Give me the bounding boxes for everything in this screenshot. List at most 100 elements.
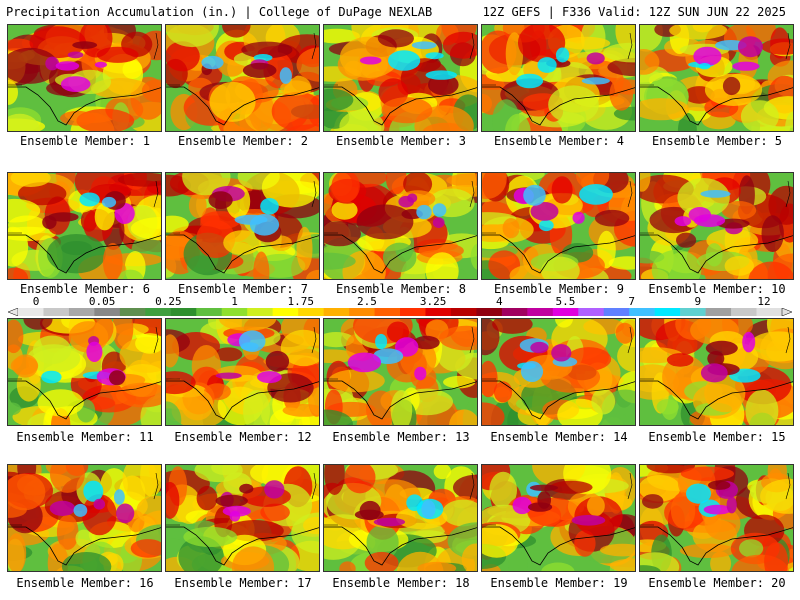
- precip-map: [324, 25, 477, 131]
- ensemble-panel: [323, 24, 478, 132]
- colorbar-cell: [552, 308, 579, 316]
- colorbar-tick-label: 1.75: [287, 295, 314, 308]
- coastline: [166, 380, 319, 420]
- colorbar-cell: [196, 308, 223, 316]
- colorbar-min-arrow: [8, 308, 19, 316]
- colorbar-cell: [705, 308, 732, 316]
- ensemble-member-label: Ensemble Member: 3: [335, 134, 467, 148]
- colorbar-cell: [68, 308, 95, 316]
- colorbar-cell: [18, 308, 44, 316]
- colorbar-tick-label: 1: [231, 295, 238, 308]
- colorbar-max-arrow: [781, 308, 792, 316]
- colorbar-tick-labels: 0 0.05 0.25 1 1.75 2.5 3.25 4 5.5 7 9 12: [8, 296, 792, 308]
- header: Precipitation Accumulation (in.) | Colle…: [0, 0, 800, 24]
- state-border: [640, 32, 791, 86]
- ensemble-member-label: Ensemble Member: 13: [332, 430, 470, 444]
- coastline: [8, 234, 161, 274]
- colorbar-cell: [247, 308, 273, 316]
- precip-map: [166, 319, 319, 425]
- ensemble-panel: [481, 318, 636, 426]
- state-border: [166, 32, 317, 86]
- precip-map: [482, 25, 635, 131]
- ensemble-panel: [165, 464, 320, 572]
- colorbar-cell: [654, 308, 681, 316]
- precip-map: [324, 465, 477, 571]
- precip-map: [482, 465, 635, 571]
- valid-time-title: 12Z GEFS | F336 Valid: 12Z SUN JUN 22 20…: [482, 5, 786, 19]
- ensemble-panel: [7, 464, 162, 572]
- state-border: [482, 326, 633, 380]
- coastline: [8, 526, 161, 566]
- coastline: [166, 234, 319, 274]
- state-border: [640, 472, 791, 526]
- colorbar-cell: [450, 308, 477, 316]
- state-border: [324, 32, 475, 86]
- precip-map: [166, 173, 319, 279]
- ensemble-panel: [481, 24, 636, 132]
- colorbar: 0 0.05 0.25 1 1.75 2.5 3.25 4 5.5 7 9 12: [8, 296, 792, 320]
- colorbar-cell: [578, 308, 605, 316]
- precip-map: [640, 465, 793, 571]
- colorbar-cell: [170, 308, 197, 316]
- state-border: [166, 472, 317, 526]
- ensemble-member-label: Ensemble Member: 6: [19, 282, 151, 296]
- coastline: [482, 526, 635, 566]
- coastline: [640, 86, 793, 126]
- ensemble-member-label: Ensemble Member: 4: [493, 134, 625, 148]
- precip-map: [324, 319, 477, 425]
- state-border: [8, 32, 159, 86]
- colorbar-tick-label: 3.25: [419, 295, 447, 308]
- coastline: [324, 526, 477, 566]
- ensemble-panel: [165, 172, 320, 280]
- ensemble-panel: [323, 464, 478, 572]
- colorbar-cell: [680, 308, 706, 316]
- ensemble-member-label: Ensemble Member: 8: [335, 282, 467, 296]
- precip-map: [640, 319, 793, 425]
- state-border: [8, 180, 159, 234]
- state-border: [324, 180, 475, 234]
- ensemble-panel: [7, 172, 162, 280]
- coastline: [324, 380, 477, 420]
- state-border: [166, 326, 317, 380]
- colorbar-cell: [374, 308, 401, 316]
- colorbar-cell: [43, 308, 70, 316]
- precip-map: [640, 25, 793, 131]
- state-border: [482, 32, 633, 86]
- state-border: [324, 472, 475, 526]
- colorbar-cell: [94, 308, 121, 316]
- colorbar-cell: [629, 308, 655, 316]
- ensemble-member-label: Ensemble Member: 20: [648, 576, 786, 590]
- colorbar-cell: [400, 308, 426, 316]
- ensemble-panel: [7, 318, 162, 426]
- colorbar-cell: [145, 308, 172, 316]
- ensemble-panel: [165, 24, 320, 132]
- precip-map: [640, 173, 793, 279]
- colorbar-cell: [476, 308, 503, 316]
- coastline: [324, 86, 477, 126]
- colorbar-tick-label: 4: [495, 295, 503, 308]
- precip-map: [8, 173, 161, 279]
- product-title: Precipitation Accumulation (in.) | Colle…: [6, 5, 433, 19]
- coastline: [166, 526, 319, 566]
- colorbar-tick-label: 12: [757, 295, 771, 308]
- coastline: [482, 380, 635, 420]
- ensemble-member-label: Ensemble Member: 7: [177, 282, 309, 296]
- ensemble-member-label: Ensemble Member: 18: [332, 576, 470, 590]
- ensemble-member-label: Ensemble Member: 16: [16, 576, 154, 590]
- colorbar-cell: [501, 308, 528, 316]
- precip-map: [166, 465, 319, 571]
- ensemble-panel: [481, 464, 636, 572]
- coastline: [324, 234, 477, 274]
- colorbar-cell: [731, 308, 757, 316]
- colorbar-cell: [272, 308, 299, 316]
- colorbar-cell: [349, 308, 375, 316]
- colorbar-cell: [298, 308, 324, 316]
- coastline: [640, 526, 793, 566]
- ensemble-member-label: Ensemble Member: 12: [174, 430, 312, 444]
- ensemble-member-label: Ensemble Member: 17: [174, 576, 312, 590]
- colorbar-cell: [425, 308, 452, 316]
- colorbar-tick-label: 0.25: [155, 295, 182, 308]
- colorbar-cell: [119, 308, 146, 316]
- coastline: [640, 234, 793, 274]
- ensemble-panel: [639, 318, 794, 426]
